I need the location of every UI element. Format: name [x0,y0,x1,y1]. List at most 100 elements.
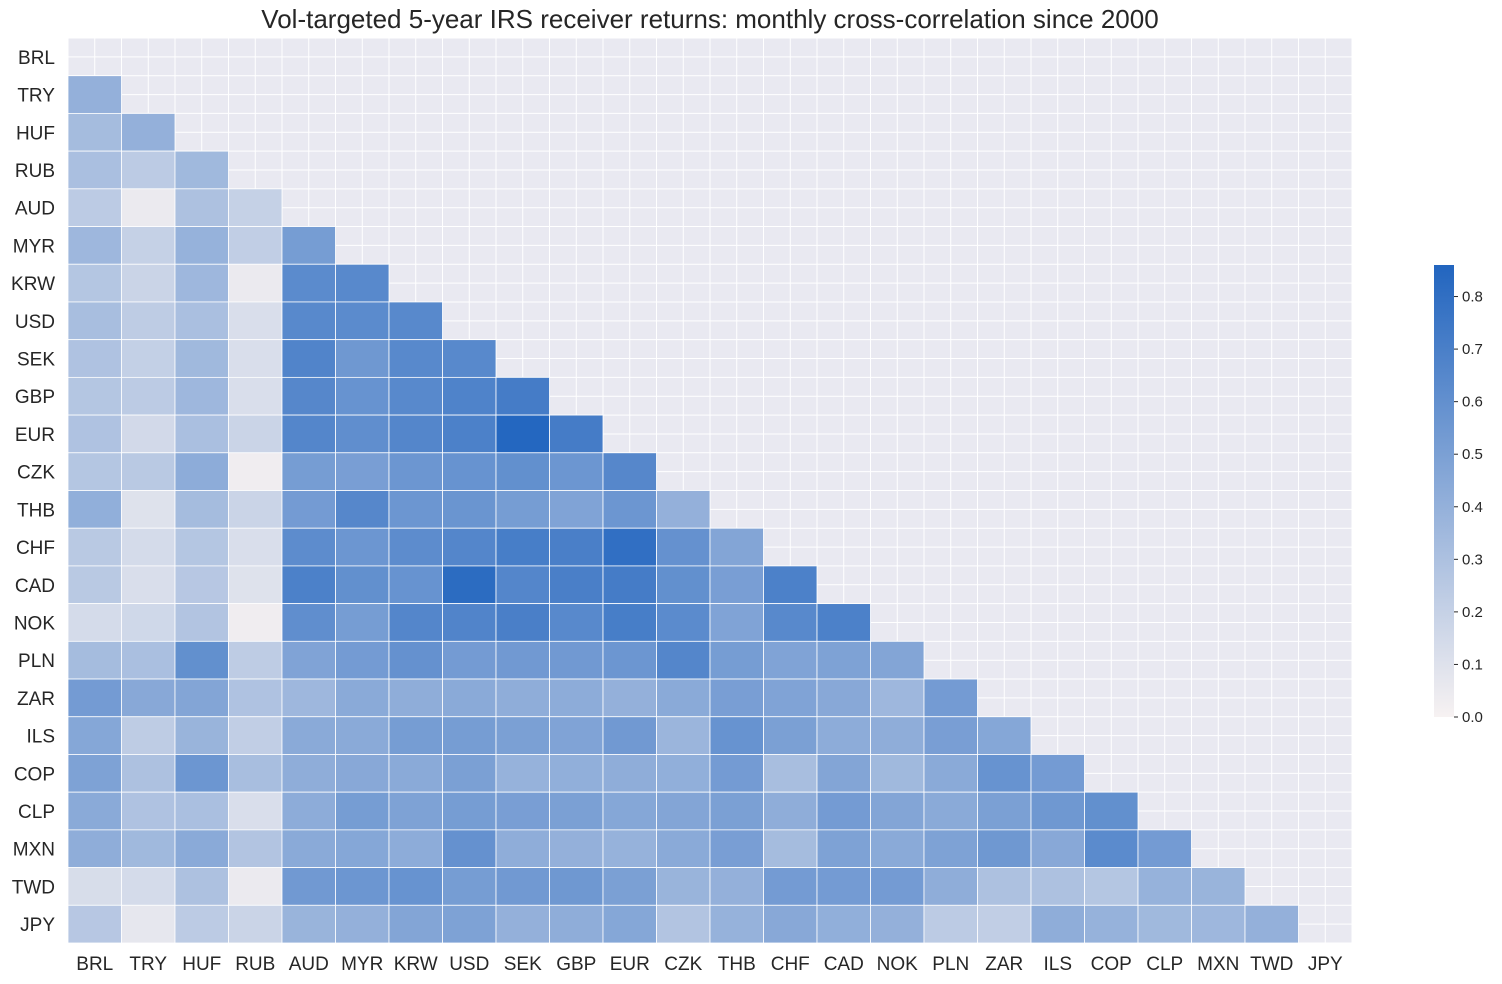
heatmap-cell-sek-try [121,339,176,378]
heatmap-cell-jpy-usd [442,904,497,944]
heatmap-cell-cop-zar [977,754,1032,793]
heatmap-cell-thb-gbp [549,490,604,529]
y-tick-label: HUF [16,123,55,144]
heatmap-cell-gbp-myr [335,376,390,416]
x-tick-label: RUB [235,954,275,975]
heatmap-cell-pln-myr [335,640,390,680]
x-tick-label: EUR [610,954,650,975]
heatmap-cell-twd-cad [816,867,871,906]
heatmap-cell-pln-eur [602,640,657,680]
y-tick-label: MYR [13,236,55,257]
heatmap-cell-cad-sek [495,565,550,605]
heatmap-cell-clp-brl [67,791,122,831]
x-tick-label: TWD [1250,954,1293,975]
heatmap-cell-czk-brl [67,452,122,491]
heatmap-cell-usd-brl [67,301,122,341]
heatmap-cell-clp-rub [228,791,283,831]
heatmap-cell-cad-huf [174,565,229,605]
x-tick-label: TRY [129,954,167,975]
heatmap-cell-twd-clp [1137,867,1192,906]
heatmap-cell-nok-czk [656,603,711,642]
x-tick-label: CZK [664,954,702,975]
heatmap-cell-czk-rub [228,452,283,491]
heatmap-cell-nok-huf [174,603,229,642]
heatmap-cell-cop-gbp [549,754,604,793]
heatmap-cell-mxn-huf [174,829,229,868]
heatmap-cell-zar-try [121,678,176,718]
heatmap-cell-ils-aud [281,716,336,755]
heatmap-cell-ils-myr [335,716,390,755]
heatmap-cell-clp-cop [1084,791,1139,831]
heatmap-cell-clp-gbp [549,791,604,831]
heatmap-cell-clp-czk [656,791,711,831]
heatmap-cell-zar-czk [656,678,711,718]
colorbar-tick-label: 0.3 [1462,551,1483,568]
heatmap-cell-pln-cad [816,640,871,680]
heatmap-cell-ils-eur [602,716,657,755]
heatmap-cell-myr-rub [228,226,283,265]
heatmap-cell-pln-usd [442,640,497,680]
y-tick-label: GBP [15,387,55,408]
heatmap-cell-cad-myr [335,565,390,605]
y-tick-label: PLN [18,651,55,672]
x-tick-label: MXN [1197,954,1239,975]
heatmap-cell-gbp-aud [281,376,336,416]
heatmap-cell-pln-rub [228,640,283,680]
heatmap-cell-sek-rub [228,339,283,378]
heatmap-cell-chf-thb [709,527,764,567]
heatmap-cell-ils-pln [923,716,978,755]
heatmap-cell-eur-brl [67,414,122,454]
heatmap-cell-clp-nok [870,791,925,831]
y-tick-label: EUR [15,425,55,446]
heatmap-cell-aud-huf [174,188,229,227]
x-tick-label: PLN [932,954,969,975]
heatmap-cell-pln-sek [495,640,550,680]
heatmap-cell-nok-thb [709,603,764,642]
heatmap-cell-czk-krw [388,452,443,491]
colorbar-tick-label: 0.5 [1462,446,1483,463]
x-tick-label: GBP [556,954,596,975]
heatmap-cell-eur-sek [495,414,550,454]
heatmap-cell-cad-krw [388,565,443,605]
heatmap-cell-thb-krw [388,490,443,529]
heatmap-cell-usd-huf [174,301,229,341]
heatmap-cell-cad-usd [442,565,497,605]
heatmap-cell-zar-gbp [549,678,604,718]
heatmap-cell-myr-aud [281,226,336,265]
x-tick-label: MYR [341,954,383,975]
heatmap-cell-mxn-zar [977,829,1032,868]
heatmap-cell-ils-czk [656,716,711,755]
x-tick-label: THB [718,954,756,975]
heatmap-cell-myr-brl [67,226,122,265]
heatmap-cell-mxn-gbp [549,829,604,868]
y-tick-label: SEK [17,350,55,371]
heatmap-cell-cop-brl [67,754,122,793]
heatmap-cell-jpy-brl [67,904,122,944]
heatmap-cell-zar-huf [174,678,229,718]
heatmap-cell-ils-usd [442,716,497,755]
heatmap-cell-krw-myr [335,263,390,303]
heatmap-cell-mxn-myr [335,829,390,868]
heatmap-cell-krw-rub [228,263,283,303]
heatmap-cell-nok-rub [228,603,283,642]
heatmap-cell-cop-ils [1030,754,1085,793]
heatmap-cell-twd-usd [442,867,497,906]
y-tick-label: MXN [13,840,55,861]
colorbar-tick-label: 0.1 [1462,656,1483,673]
heatmap-cell-cad-czk [656,565,711,605]
heatmap-cell-jpy-try [121,904,176,944]
heatmap-cell-twd-chf [763,867,818,906]
y-tick-label: NOK [14,613,56,634]
heatmap-cell-thb-rub [228,490,283,529]
heatmap-cell-clp-pln [923,791,978,831]
heatmap-cell-krw-brl [67,263,122,303]
heatmap-cell-clp-aud [281,791,336,831]
heatmap-cell-twd-eur [602,867,657,906]
heatmap-cell-cop-eur [602,754,657,793]
heatmap-cell-ils-thb [709,716,764,755]
heatmap-cell-zar-chf [763,678,818,718]
heatmap-cell-jpy-pln [923,904,978,944]
heatmap-cell-mxn-aud [281,829,336,868]
heatmap-cell-clp-eur [602,791,657,831]
heatmap-cell-twd-zar [977,867,1032,906]
